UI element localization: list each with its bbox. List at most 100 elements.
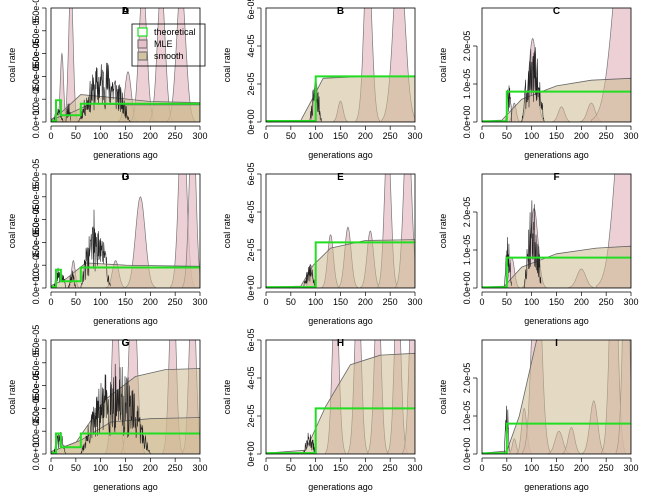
x-tick-label: 150	[549, 131, 564, 141]
smooth-area	[51, 417, 200, 454]
x-tick-label: 150	[118, 463, 133, 473]
plot-area	[482, 8, 631, 122]
x-tick-label: 100	[93, 463, 108, 473]
y-tick-label-overprint: 6.0e-05	[31, 38, 41, 69]
y-tick-label: 5.0e-05	[31, 325, 41, 356]
x-tick-label: 250	[168, 463, 183, 473]
legend-label: smooth	[154, 51, 184, 61]
legend-swatch	[137, 39, 148, 49]
x-tick-label: 200	[574, 131, 589, 141]
x-tick-label: 100	[308, 297, 323, 307]
y-tick-label: 6e-05	[246, 328, 256, 351]
x-axis-label: generations ago	[524, 150, 589, 160]
legend-label: MLE	[154, 39, 173, 49]
y-axis-label: coal rate	[7, 380, 17, 415]
x-axis-label: generations ago	[524, 482, 589, 492]
x-tick-label: 150	[333, 463, 348, 473]
y-axis-label: coal rate	[438, 48, 448, 83]
x-tick-label: 100	[524, 463, 539, 473]
x-tick-label: 0	[48, 463, 53, 473]
plot-box	[265, 7, 416, 123]
mle-trace	[523, 200, 542, 288]
y-tick-label-overprint: 6.0e-05	[31, 204, 41, 235]
y-tick-label: 4e-05	[246, 366, 256, 389]
x-tick-label: 200	[574, 297, 589, 307]
panel-title: E	[337, 172, 344, 183]
x-tick-label: 50	[286, 297, 296, 307]
x-tick-label: 0	[263, 297, 268, 307]
y-tick-label: 1.0e-05	[31, 416, 41, 447]
y-tick-label: 1.0e-05	[462, 401, 472, 432]
y-tick-label: 6e-05	[246, 0, 256, 20]
panel-B: B 0 50 100 150 200 250 300 generations ago 0e+00 2…	[222, 0, 423, 160]
x-tick-label: 200	[143, 463, 158, 473]
y-tick-label: 2.0e-05	[462, 363, 472, 394]
panel-title: B	[337, 6, 344, 17]
y-tick-label: 5.0e-05	[31, 0, 41, 23]
y-tick-label: 0.0e+00	[31, 438, 41, 471]
y-tick-label: 1.0e-05	[31, 250, 41, 281]
y-tick-label: 2.0e-05	[31, 393, 41, 424]
y-tick-label: 4.0e-05	[31, 16, 41, 47]
y-tick-label: 0e+00	[246, 109, 256, 134]
x-tick-label: 150	[118, 297, 133, 307]
mle-trace	[80, 363, 151, 454]
x-tick-label: 50	[71, 131, 81, 141]
y-tick-label: 6e-05	[246, 162, 256, 185]
x-tick-label: 300	[192, 297, 207, 307]
x-axis-label: generations ago	[93, 150, 158, 160]
panel-title: D	[122, 172, 129, 183]
plot-box	[50, 173, 201, 289]
theoretical-line	[266, 75, 415, 122]
y-tick-label: 0.0e+00	[462, 106, 472, 139]
y-tick-label: 3.0e-05	[31, 370, 41, 401]
smooth-area	[482, 245, 631, 288]
theoretical-line	[51, 432, 200, 454]
plot-area	[266, 8, 415, 122]
y-tick-label: 0.0e+00	[462, 438, 472, 471]
x-axis-label: generations ago	[308, 316, 373, 326]
theoretical-line	[51, 99, 200, 122]
panel-I: I 0 50 100 150 200 250 300 generations ago 0.0e+0…	[438, 338, 639, 492]
theoretical-line	[482, 256, 631, 288]
x-axis-label: generations ago	[308, 150, 373, 160]
plot-area	[51, 340, 200, 454]
x-tick-label: 300	[623, 131, 638, 141]
theoretical-line	[266, 407, 415, 454]
y-tick-label: 4e-05	[246, 200, 256, 223]
plot-box	[481, 173, 632, 289]
x-tick-label: 0	[263, 131, 268, 141]
plot-area	[266, 340, 415, 454]
x-tick-label: 100	[93, 297, 108, 307]
panel-C: C 0 50 100 150 200 250 300 generations ago 0.0e+0…	[438, 6, 639, 160]
panel-D: GD 0 50 100 150 200 250 300 generations ago 0.0e+…	[7, 159, 208, 326]
x-tick-label: 150	[333, 297, 348, 307]
y-tick-label: 3.0e-05	[31, 38, 41, 69]
y-axis-label: coal rate	[7, 48, 17, 83]
y-tick-label: 2e-05	[246, 404, 256, 427]
mle-trace	[68, 270, 76, 288]
x-tick-label: 100	[524, 131, 539, 141]
panel-E: E 0 50 100 150 200 250 300 generations ago 0e+00 2…	[222, 162, 423, 326]
x-tick-label: 300	[623, 297, 638, 307]
x-tick-label: 50	[502, 297, 512, 307]
x-tick-label: 0	[479, 131, 484, 141]
x-tick-label: 250	[168, 297, 183, 307]
panel-title: C	[553, 6, 560, 17]
plot-area	[51, 174, 200, 288]
legend-swatch	[137, 27, 148, 37]
mle-trace	[65, 103, 72, 122]
x-tick-label: 150	[118, 131, 133, 141]
y-tick-label: 4.0e-05	[31, 348, 41, 379]
x-tick-label: 300	[407, 297, 422, 307]
panel-title: H	[337, 338, 344, 349]
panel-F: F 0 50 100 150 200 250 300 generations ago 0.0e+0…	[438, 172, 639, 326]
y-tick-label: 2e-05	[246, 238, 256, 261]
x-tick-label: 50	[502, 463, 512, 473]
plot-area	[51, 8, 200, 122]
y-tick-label: 1.0e-05	[31, 84, 41, 115]
x-tick-label: 0	[48, 297, 53, 307]
x-tick-label: 300	[407, 463, 422, 473]
